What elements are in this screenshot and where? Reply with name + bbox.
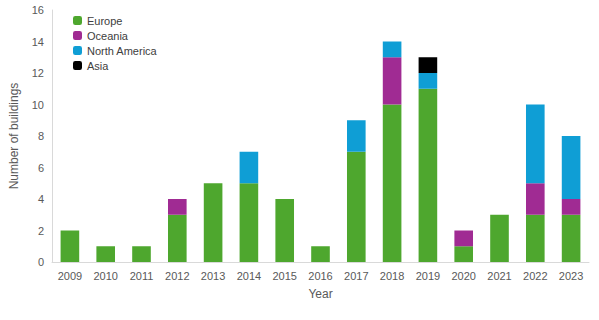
svg-text:16: 16: [32, 4, 44, 16]
svg-text:8: 8: [38, 130, 44, 142]
svg-text:10: 10: [32, 99, 44, 111]
svg-text:2012: 2012: [165, 270, 189, 282]
svg-text:2021: 2021: [487, 270, 511, 282]
svg-text:Year: Year: [308, 287, 332, 301]
svg-text:6: 6: [38, 162, 44, 174]
svg-text:14: 14: [32, 36, 44, 48]
svg-text:2013: 2013: [201, 270, 225, 282]
svg-text:2011: 2011: [130, 270, 154, 282]
svg-text:0: 0: [38, 256, 44, 268]
svg-text:Asia: Asia: [87, 60, 109, 72]
svg-text:2018: 2018: [380, 270, 404, 282]
svg-text:2020: 2020: [451, 270, 475, 282]
svg-text:2010: 2010: [93, 270, 117, 282]
svg-text:Number of buildings: Number of buildings: [7, 83, 21, 190]
svg-text:2017: 2017: [344, 270, 368, 282]
svg-text:North America: North America: [87, 45, 158, 57]
svg-text:2022: 2022: [523, 270, 547, 282]
svg-text:4: 4: [38, 193, 44, 205]
svg-text:2015: 2015: [272, 270, 296, 282]
svg-text:2009: 2009: [58, 270, 82, 282]
svg-text:2019: 2019: [416, 270, 440, 282]
svg-text:Oceania: Oceania: [87, 30, 129, 42]
svg-text:2016: 2016: [308, 270, 332, 282]
svg-text:2014: 2014: [237, 270, 261, 282]
svg-text:2: 2: [38, 225, 44, 237]
svg-text:2023: 2023: [559, 270, 583, 282]
svg-text:Europe: Europe: [87, 15, 122, 27]
svg-text:12: 12: [32, 67, 44, 79]
